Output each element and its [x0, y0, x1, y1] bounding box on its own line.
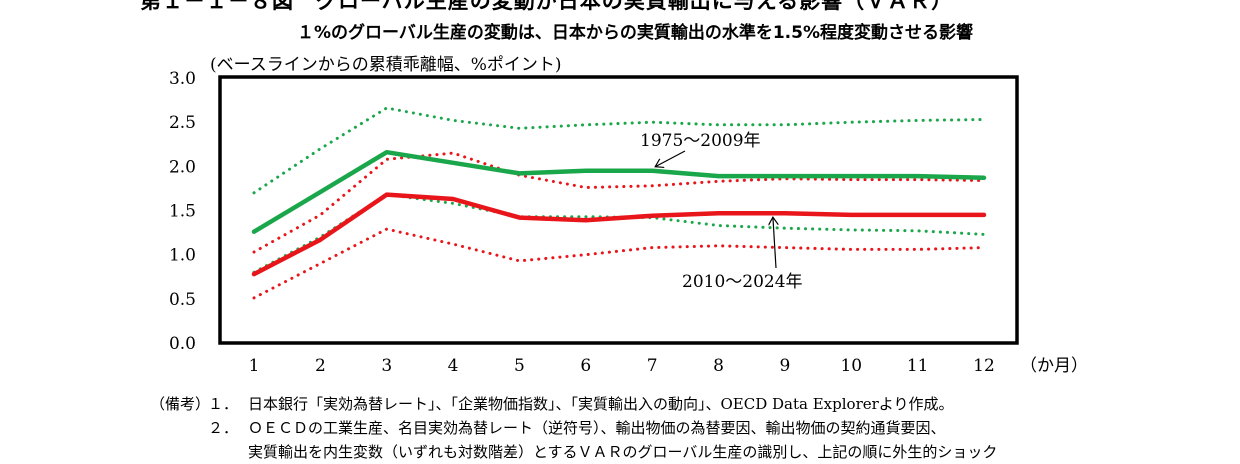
series-line [251, 149, 987, 234]
y-axis-ticks: 0.0 0.5 1.0 1.5 2.0 2.5 3.0 [169, 69, 196, 354]
series-layer [251, 106, 987, 300]
annotation-arrow [773, 217, 776, 269]
figure-subtitle: １%のグローバル生産の変動は、日本からの実質輸出の水準を1.5%程度変動させる影… [296, 23, 973, 43]
y-tick-label: 3.0 [169, 69, 196, 89]
figure-title: 第１－１－８図 グローバル生産の変動が日本の実質輸出に与える影響（ＶＡＲ） [140, 0, 954, 13]
confidence-band-line [252, 106, 986, 195]
x-tick-label: 12 [973, 356, 995, 376]
x-axis-unit-label: （か月） [1020, 356, 1088, 376]
note-text: 日本銀行「実効為替レート」、「企業物価指数」、「実質輸出入の動向」、OECD D… [248, 395, 954, 413]
x-tick-label: 7 [647, 356, 658, 376]
annotation-label: 2010～2024年 [682, 272, 803, 292]
confidence-band-line [252, 193, 986, 274]
y-tick-label: 1.0 [169, 246, 196, 266]
notes-block: （備考） １． 日本銀行「実効為替レート」、「企業物価指数」、「実質輸出入の動向… [150, 392, 1230, 464]
note-number: ２． [208, 419, 239, 437]
y-axis-unit-label: (ベースラインからの累積乖離幅、%ポイント) [210, 55, 562, 75]
annotation-label: 1975～2009年 [640, 131, 761, 151]
note-line-1: （備考） １． 日本銀行「実効為替レート」、「企業物価指数」、「実質輸出入の動向… [150, 392, 1230, 416]
y-tick-label: 2.0 [169, 157, 196, 177]
x-tick-label: 10 [840, 356, 862, 376]
x-tick-label: 11 [907, 356, 929, 376]
x-axis-ticks: 1 2 3 4 5 6 7 8 9 10 11 12 [249, 356, 995, 376]
x-tick-label: 2 [315, 356, 326, 376]
x-tick-label: 6 [580, 356, 591, 376]
note-text: 実質輸出を内生変数（いずれも対数階差）とするＶＡＲのグローバル生産の識別し、上記… [248, 443, 998, 461]
y-tick-label: 1.5 [169, 202, 196, 222]
line-chart: 0.00.51.01.52.02.53.0 1 2 3 4 5 6 7 8 9 10 11 12 19… [169, 69, 1088, 376]
x-tick-label: 1 [249, 356, 260, 376]
note-number: １． [208, 395, 239, 413]
annotation-arrow [655, 150, 686, 167]
notes-label: （備考） [150, 395, 211, 413]
x-tick-label: 3 [381, 356, 392, 376]
x-tick-label: 4 [448, 356, 459, 376]
series-line [251, 192, 987, 277]
y-tick-label: 0.0 [169, 334, 196, 354]
note-number [208, 440, 248, 464]
confidence-band-line [252, 227, 986, 300]
note-line-2: ２． ＯＥＣＤの工業生産、名目実効為替レート（逆符号）、輸出物価の為替要因、輸出… [150, 416, 1230, 440]
x-tick-label: 8 [713, 356, 724, 376]
annotation-layer: 1975～2009年 2010～2024年 [640, 131, 803, 292]
x-tick-label: 5 [514, 356, 525, 376]
note-line-3: 実質輸出を内生変数（いずれも対数階差）とするＶＡＲのグローバル生産の識別し、上記… [150, 440, 1230, 464]
note-text: ＯＥＣＤの工業生産、名目実効為替レート（逆符号）、輸出物価の為替要因、輸出物価の… [248, 419, 946, 437]
confidence-band-line [252, 151, 986, 254]
x-tick-label: 9 [779, 356, 790, 376]
plot-frame [218, 75, 1019, 345]
y-tick-label: 2.5 [169, 113, 196, 133]
y-tick-label: 0.5 [169, 290, 196, 310]
